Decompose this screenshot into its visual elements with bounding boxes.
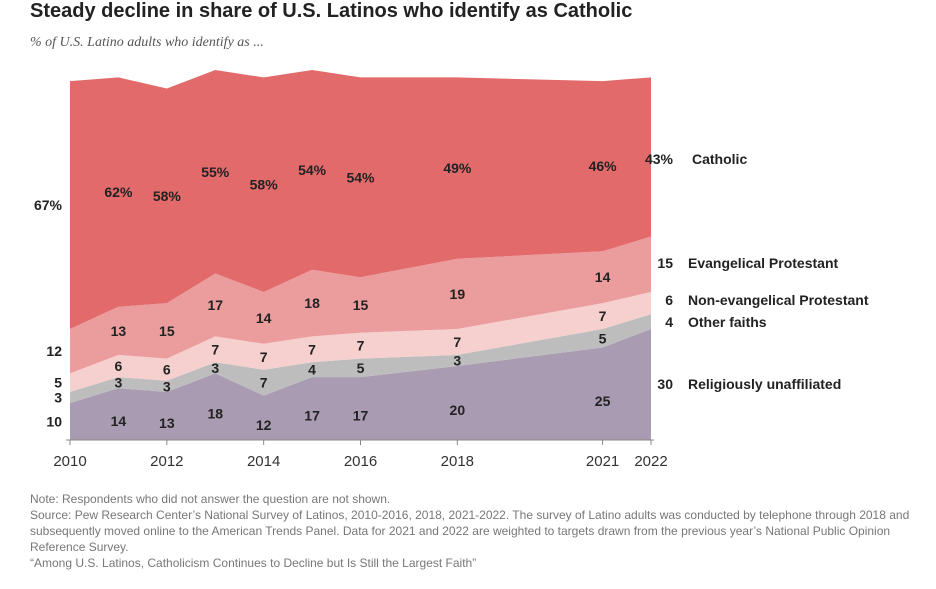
end-label-catholic: Catholic: [692, 151, 747, 167]
data-label: 20: [450, 402, 466, 418]
data-label: 12: [256, 417, 272, 433]
data-label: 5: [357, 360, 365, 376]
chart-subtitle: % of U.S. Latino adults who identify as …: [30, 35, 264, 50]
data-label: 5: [54, 375, 62, 391]
x-tick-label-2010: 2010: [53, 453, 86, 470]
data-label: 12: [46, 343, 62, 359]
data-label: 7: [453, 334, 461, 350]
data-label: 17: [207, 297, 223, 313]
x-tick-label-2012: 2012: [150, 453, 183, 470]
data-label: 67%: [34, 197, 63, 213]
end-value-other-faiths: 4: [665, 314, 673, 330]
data-label: 3: [163, 378, 171, 394]
area-evangelical-protestant: [70, 236, 651, 374]
chart-title: Steady decline in share of U.S. Latinos …: [30, 0, 633, 22]
data-label: 3: [211, 360, 219, 376]
x-tick-label-2018: 2018: [441, 453, 474, 470]
data-label: 17: [353, 408, 369, 424]
area-non-evangelical-protestant: [70, 292, 651, 392]
data-label: 54%: [298, 162, 327, 178]
end-label-other-faiths: Other faiths: [688, 314, 767, 330]
data-label: 3: [54, 389, 62, 405]
end-value-non-evangelical-protestant: 6: [665, 292, 673, 308]
data-label: 4: [308, 362, 316, 378]
data-label: 18: [304, 295, 320, 311]
data-label: 15: [159, 323, 175, 339]
x-tick-label-2016: 2016: [344, 453, 377, 470]
data-label: 7: [211, 341, 219, 357]
data-label: 54%: [346, 169, 375, 185]
data-label: 10: [46, 414, 62, 430]
end-value-religiously-unaffiliated: 30: [657, 376, 673, 392]
data-label: 19: [450, 286, 466, 302]
end-label-evangelical-protestant: Evangelical Protestant: [688, 255, 839, 271]
data-label: 7: [260, 375, 268, 391]
data-label: 58%: [250, 177, 279, 193]
report-title-text: “Among U.S. Latinos, Catholicism Continu…: [30, 556, 477, 570]
data-label: 7: [599, 308, 607, 324]
area-catholic: [70, 70, 651, 329]
x-tick-label-2014: 2014: [247, 453, 280, 470]
data-label: 3: [115, 375, 123, 391]
x-tick-label-2022: 2022: [634, 453, 667, 470]
data-label: 3: [453, 352, 461, 368]
data-label: 7: [260, 349, 268, 365]
data-label: 5: [599, 330, 607, 346]
data-label: 13: [111, 323, 127, 339]
footnotes: Note: Respondents who did not answer the…: [30, 491, 910, 571]
data-label: 62%: [104, 184, 133, 200]
area-religiously-unaffiliated: [70, 329, 651, 440]
data-label: 14: [595, 269, 611, 285]
end-value-evangelical-protestant: 15: [657, 255, 673, 271]
data-label: 49%: [443, 160, 472, 176]
data-label: 15: [353, 297, 369, 313]
end-value-catholic: 43%: [645, 151, 674, 167]
source-text: Source: Pew Research Center’s National S…: [30, 508, 910, 554]
data-label: 14: [111, 413, 127, 429]
data-label: 7: [357, 338, 365, 354]
end-label-non-evangelical-protestant: Non-evangelical Protestant: [688, 292, 869, 308]
data-label: 58%: [153, 188, 182, 204]
data-label: 6: [163, 362, 171, 378]
data-label: 14: [256, 310, 272, 326]
data-label: 13: [159, 415, 175, 431]
data-label: 18: [207, 406, 223, 422]
end-label-religiously-unaffiliated: Religiously unaffiliated: [688, 376, 841, 392]
data-label: 46%: [589, 158, 618, 174]
data-label: 6: [115, 358, 123, 374]
note-text: Note: Respondents who did not answer the…: [30, 492, 391, 506]
data-label: 7: [308, 341, 316, 357]
data-label: 17: [304, 408, 320, 424]
data-label: 25: [595, 393, 611, 409]
data-label: 55%: [201, 164, 230, 180]
x-tick-label-2021: 2021: [586, 453, 619, 470]
